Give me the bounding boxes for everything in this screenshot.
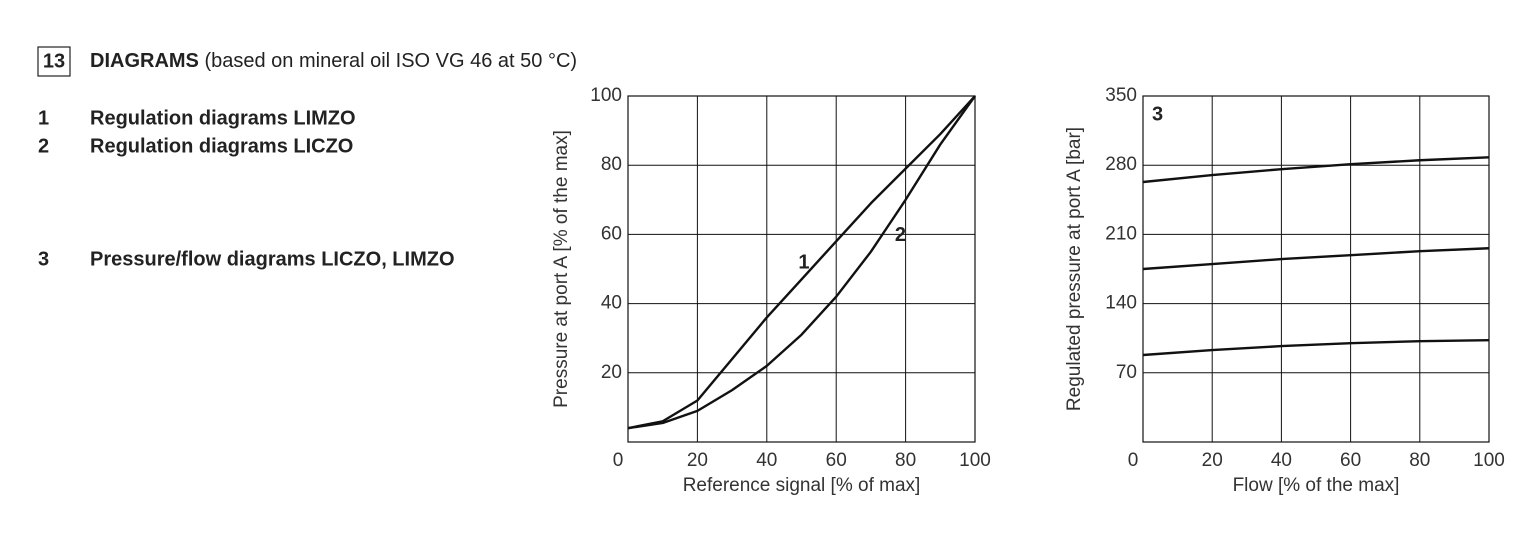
y-tick-label: 350 — [1105, 85, 1137, 106]
item-number: 1 — [38, 107, 49, 129]
x-tick-label: 100 — [1473, 450, 1505, 471]
x-tick-label: 80 — [1409, 450, 1430, 471]
item-number: 3 — [38, 248, 49, 270]
x-tick-label: 0 — [1128, 450, 1139, 471]
x-tick-label: 20 — [1202, 450, 1223, 471]
y-tick-label: 40 — [601, 293, 622, 314]
y-axis-label: Pressure at port A [% of the max] — [551, 130, 572, 408]
y-axis-label: Regulated pressure at port A [bar] — [1064, 127, 1085, 411]
section-subtitle: (based on mineral oil ISO VG 46 at 50 °C… — [204, 50, 577, 72]
y-tick-label: 140 — [1105, 293, 1137, 314]
x-tick-label: 80 — [895, 450, 916, 471]
chart-title: 3 — [1152, 103, 1163, 125]
x-tick-label: 20 — [687, 450, 708, 471]
item-text: Regulation diagrams LIMZO — [90, 107, 356, 129]
y-tick-label: 80 — [601, 154, 622, 175]
y-tick-label: 60 — [601, 223, 622, 244]
line-series — [627, 95, 976, 430]
x-tick-label: 60 — [826, 450, 847, 471]
y-tick-label: 210 — [1105, 223, 1137, 244]
plot-frame — [1142, 95, 1490, 443]
item-text: Regulation diagrams LICZO — [90, 135, 353, 157]
y-tick-label: 280 — [1105, 154, 1137, 175]
x-axis-label: Flow [% of the max] — [1233, 475, 1400, 496]
item-number: 2 — [38, 135, 49, 157]
line-series — [1142, 156, 1490, 184]
x-tick-label: 40 — [756, 450, 777, 471]
series-label: 2 — [895, 224, 906, 246]
y-tick-label: 100 — [590, 85, 622, 106]
section-box — [37, 46, 71, 77]
line-series — [627, 95, 976, 430]
item-text: Pressure/flow diagrams LICZO, LIMZO — [90, 248, 455, 270]
plot-frame — [627, 95, 976, 443]
section-title: DIAGRAMS — [90, 50, 199, 72]
section-heading: DIAGRAMS (based on mineral oil ISO VG 46… — [90, 50, 577, 72]
y-tick-label: 70 — [1116, 362, 1137, 383]
x-tick-label: 40 — [1271, 450, 1292, 471]
x-tick-label: 100 — [959, 450, 991, 471]
line-series — [1142, 247, 1490, 271]
series-label: 1 — [798, 252, 809, 274]
x-tick-label: 60 — [1340, 450, 1361, 471]
y-tick-label: 20 — [601, 362, 622, 383]
x-tick-label: 0 — [613, 450, 624, 471]
x-axis-label: Reference signal [% of max] — [683, 475, 921, 496]
line-series — [1142, 338, 1490, 357]
section-number: 13 — [43, 50, 65, 72]
